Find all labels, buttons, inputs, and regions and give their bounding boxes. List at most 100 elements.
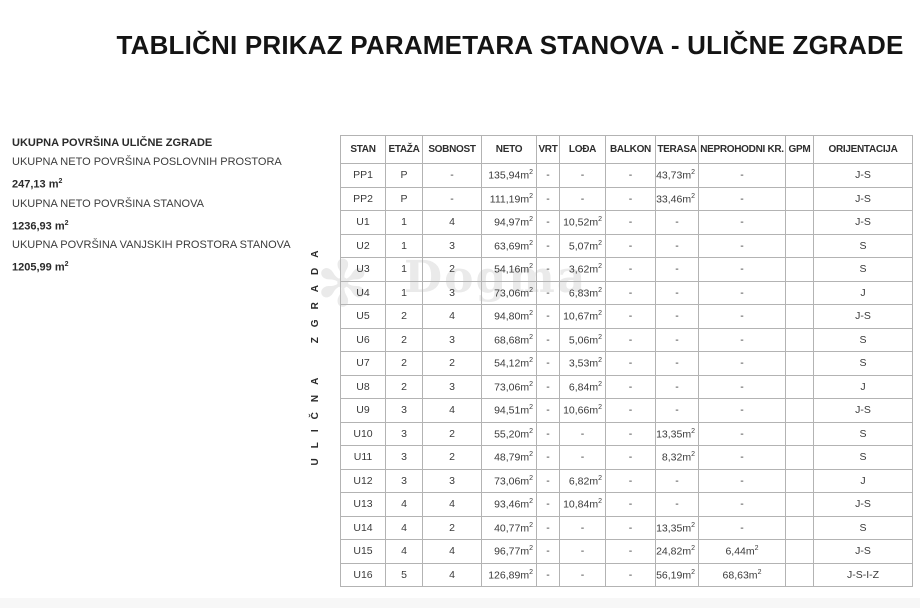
table-row-pp1: PP1 P -135,94m2- - -43,73m2- J-S: [340, 163, 913, 188]
cell-stan: U4: [340, 280, 386, 305]
cell-lodja: -: [559, 515, 606, 540]
cell-neto: 73,06m2: [481, 374, 537, 399]
cell-balkon: -: [605, 351, 656, 376]
cell-etaza: P: [385, 186, 423, 211]
cell-gpm: [785, 163, 814, 188]
cell-terasa: 13,35m2: [655, 515, 699, 540]
cell-neto: 135,94m2: [481, 163, 537, 188]
cell-terasa: 8,32m2: [655, 445, 699, 470]
cell-sobnost: 3: [422, 374, 482, 399]
cell-terasa: 24,82m2: [655, 539, 699, 564]
building-vertical-label: ULIČNA ZGRADA: [310, 240, 321, 466]
summary-item-value: 1205,99 m2: [12, 261, 69, 274]
table-row-u13: U13 4 4 93,46m2-10,84m2- - - J-S: [340, 492, 913, 517]
cell-lodja: 6,84m2: [559, 374, 606, 399]
cell-etaza: 1: [385, 280, 423, 305]
cell-neprohodni-kr: -: [698, 257, 786, 282]
cell-balkon: -: [605, 445, 656, 470]
table-row-u1: U1 1 4 94,97m2-10,52m2- - - J-S: [340, 210, 913, 235]
cell-neprohodni-kr: -: [698, 374, 786, 399]
cell-lodja: -: [559, 539, 606, 564]
cell-lodja: 10,67m2: [559, 304, 606, 329]
cell-orijentacija: J: [813, 374, 913, 399]
cell-orijentacija: J-S-I-Z: [813, 562, 913, 587]
cell-neto: 73,06m2: [481, 280, 537, 305]
table-row-u2: U2 1 3 63,69m2-5,07m2- - - S: [340, 233, 913, 258]
column-header-vrt: VRT: [536, 135, 560, 164]
cell-lodja: 6,82m2: [559, 468, 606, 493]
cell-neprohodni-kr: -: [698, 327, 786, 352]
cell-gpm: [785, 468, 814, 493]
cell-terasa: -: [655, 492, 699, 517]
cell-terasa: -: [655, 327, 699, 352]
cell-etaza: 3: [385, 421, 423, 446]
cell-orijentacija: J-S: [813, 163, 913, 188]
cell-vrt: -: [536, 327, 560, 352]
cell-stan: U8: [340, 374, 386, 399]
cell-neto: 93,46m2: [481, 492, 537, 517]
cell-sobnost: 2: [422, 257, 482, 282]
cell-balkon: -: [605, 562, 656, 587]
cell-stan: U11: [340, 445, 386, 470]
cell-gpm: [785, 351, 814, 376]
cell-etaza: 4: [385, 492, 423, 517]
summary-item-value: 247,13 m2: [12, 178, 63, 191]
cell-gpm: [785, 186, 814, 211]
apartments-table: STAN ETAŽA SOBNOST NETO VRT LOĐA BALKON TERASA N…: [340, 135, 913, 587]
cell-vrt: -: [536, 351, 560, 376]
cell-orijentacija: J-S: [813, 186, 913, 211]
column-header-sobnost: SOBNOST: [422, 135, 482, 164]
summary-panel: UKUPNA POVRŠINA ULIČNE ZGRADE UKUPNA NET…: [12, 134, 312, 278]
cell-balkon: -: [605, 492, 656, 517]
summary-item-label: UKUPNA NETO POVRŠINA STANOVA: [12, 197, 204, 210]
cell-neto: 94,97m2: [481, 210, 537, 235]
cell-balkon: -: [605, 468, 656, 493]
cell-terasa: -: [655, 210, 699, 235]
cell-stan: U13: [340, 492, 386, 517]
cell-sobnost: 4: [422, 304, 482, 329]
cell-vrt: -: [536, 233, 560, 258]
summary-item-label: UKUPNA NETO POVRŠINA POSLOVNIH PROSTORA: [12, 156, 282, 168]
cell-etaza: 3: [385, 445, 423, 470]
cell-lodja: 6,83m2: [559, 280, 606, 305]
cell-terasa: 13,35m2: [655, 421, 699, 446]
cell-gpm: [785, 374, 814, 399]
cell-orijentacija: S: [813, 351, 913, 376]
bottom-bar: [0, 598, 920, 608]
cell-stan: PP2: [340, 186, 386, 211]
cell-balkon: -: [605, 539, 656, 564]
cell-sobnost: -: [422, 163, 482, 188]
table-row-u8: U8 2 3 73,06m2-6,84m2- - - J: [340, 374, 913, 399]
column-header-terasa: TERASA: [655, 135, 699, 164]
cell-lodja: 5,06m2: [559, 327, 606, 352]
cell-gpm: [785, 515, 814, 540]
cell-neprohodni-kr: -: [698, 280, 786, 305]
cell-neto: 94,51m2: [481, 398, 537, 423]
cell-gpm: [785, 445, 814, 470]
column-header-orijentacija: ORIJENTACIJA: [813, 135, 913, 164]
cell-gpm: [785, 210, 814, 235]
cell-etaza: 2: [385, 351, 423, 376]
cell-neprohodni-kr: -: [698, 351, 786, 376]
cell-lodja: 10,84m2: [559, 492, 606, 517]
cell-vrt: -: [536, 304, 560, 329]
table-row-u12: U12 3 3 73,06m2-6,82m2- - - J: [340, 468, 913, 493]
cell-lodja: -: [559, 163, 606, 188]
cell-stan: U3: [340, 257, 386, 282]
table-row-u4: U4 1 3 73,06m2-6,83m2- - - J: [340, 280, 913, 305]
cell-etaza: P: [385, 163, 423, 188]
cell-orijentacija: S: [813, 421, 913, 446]
cell-etaza: 3: [385, 468, 423, 493]
cell-lodja: 3,62m2: [559, 257, 606, 282]
table-row-u9: U9 3 4 94,51m2-10,66m2- - - J-S: [340, 398, 913, 423]
cell-vrt: -: [536, 539, 560, 564]
cell-gpm: [785, 280, 814, 305]
table-row-u11: U11 3 2 48,79m2- - -8,32m2- S: [340, 445, 913, 470]
cell-neprohodni-kr: -: [698, 304, 786, 329]
cell-lodja: -: [559, 562, 606, 587]
cell-neprohodni-kr: 68,63m2: [698, 562, 786, 587]
column-header-etaza: ETAŽA: [385, 135, 423, 164]
cell-stan: U10: [340, 421, 386, 446]
column-header-stan: STAN: [340, 135, 386, 164]
cell-balkon: -: [605, 327, 656, 352]
